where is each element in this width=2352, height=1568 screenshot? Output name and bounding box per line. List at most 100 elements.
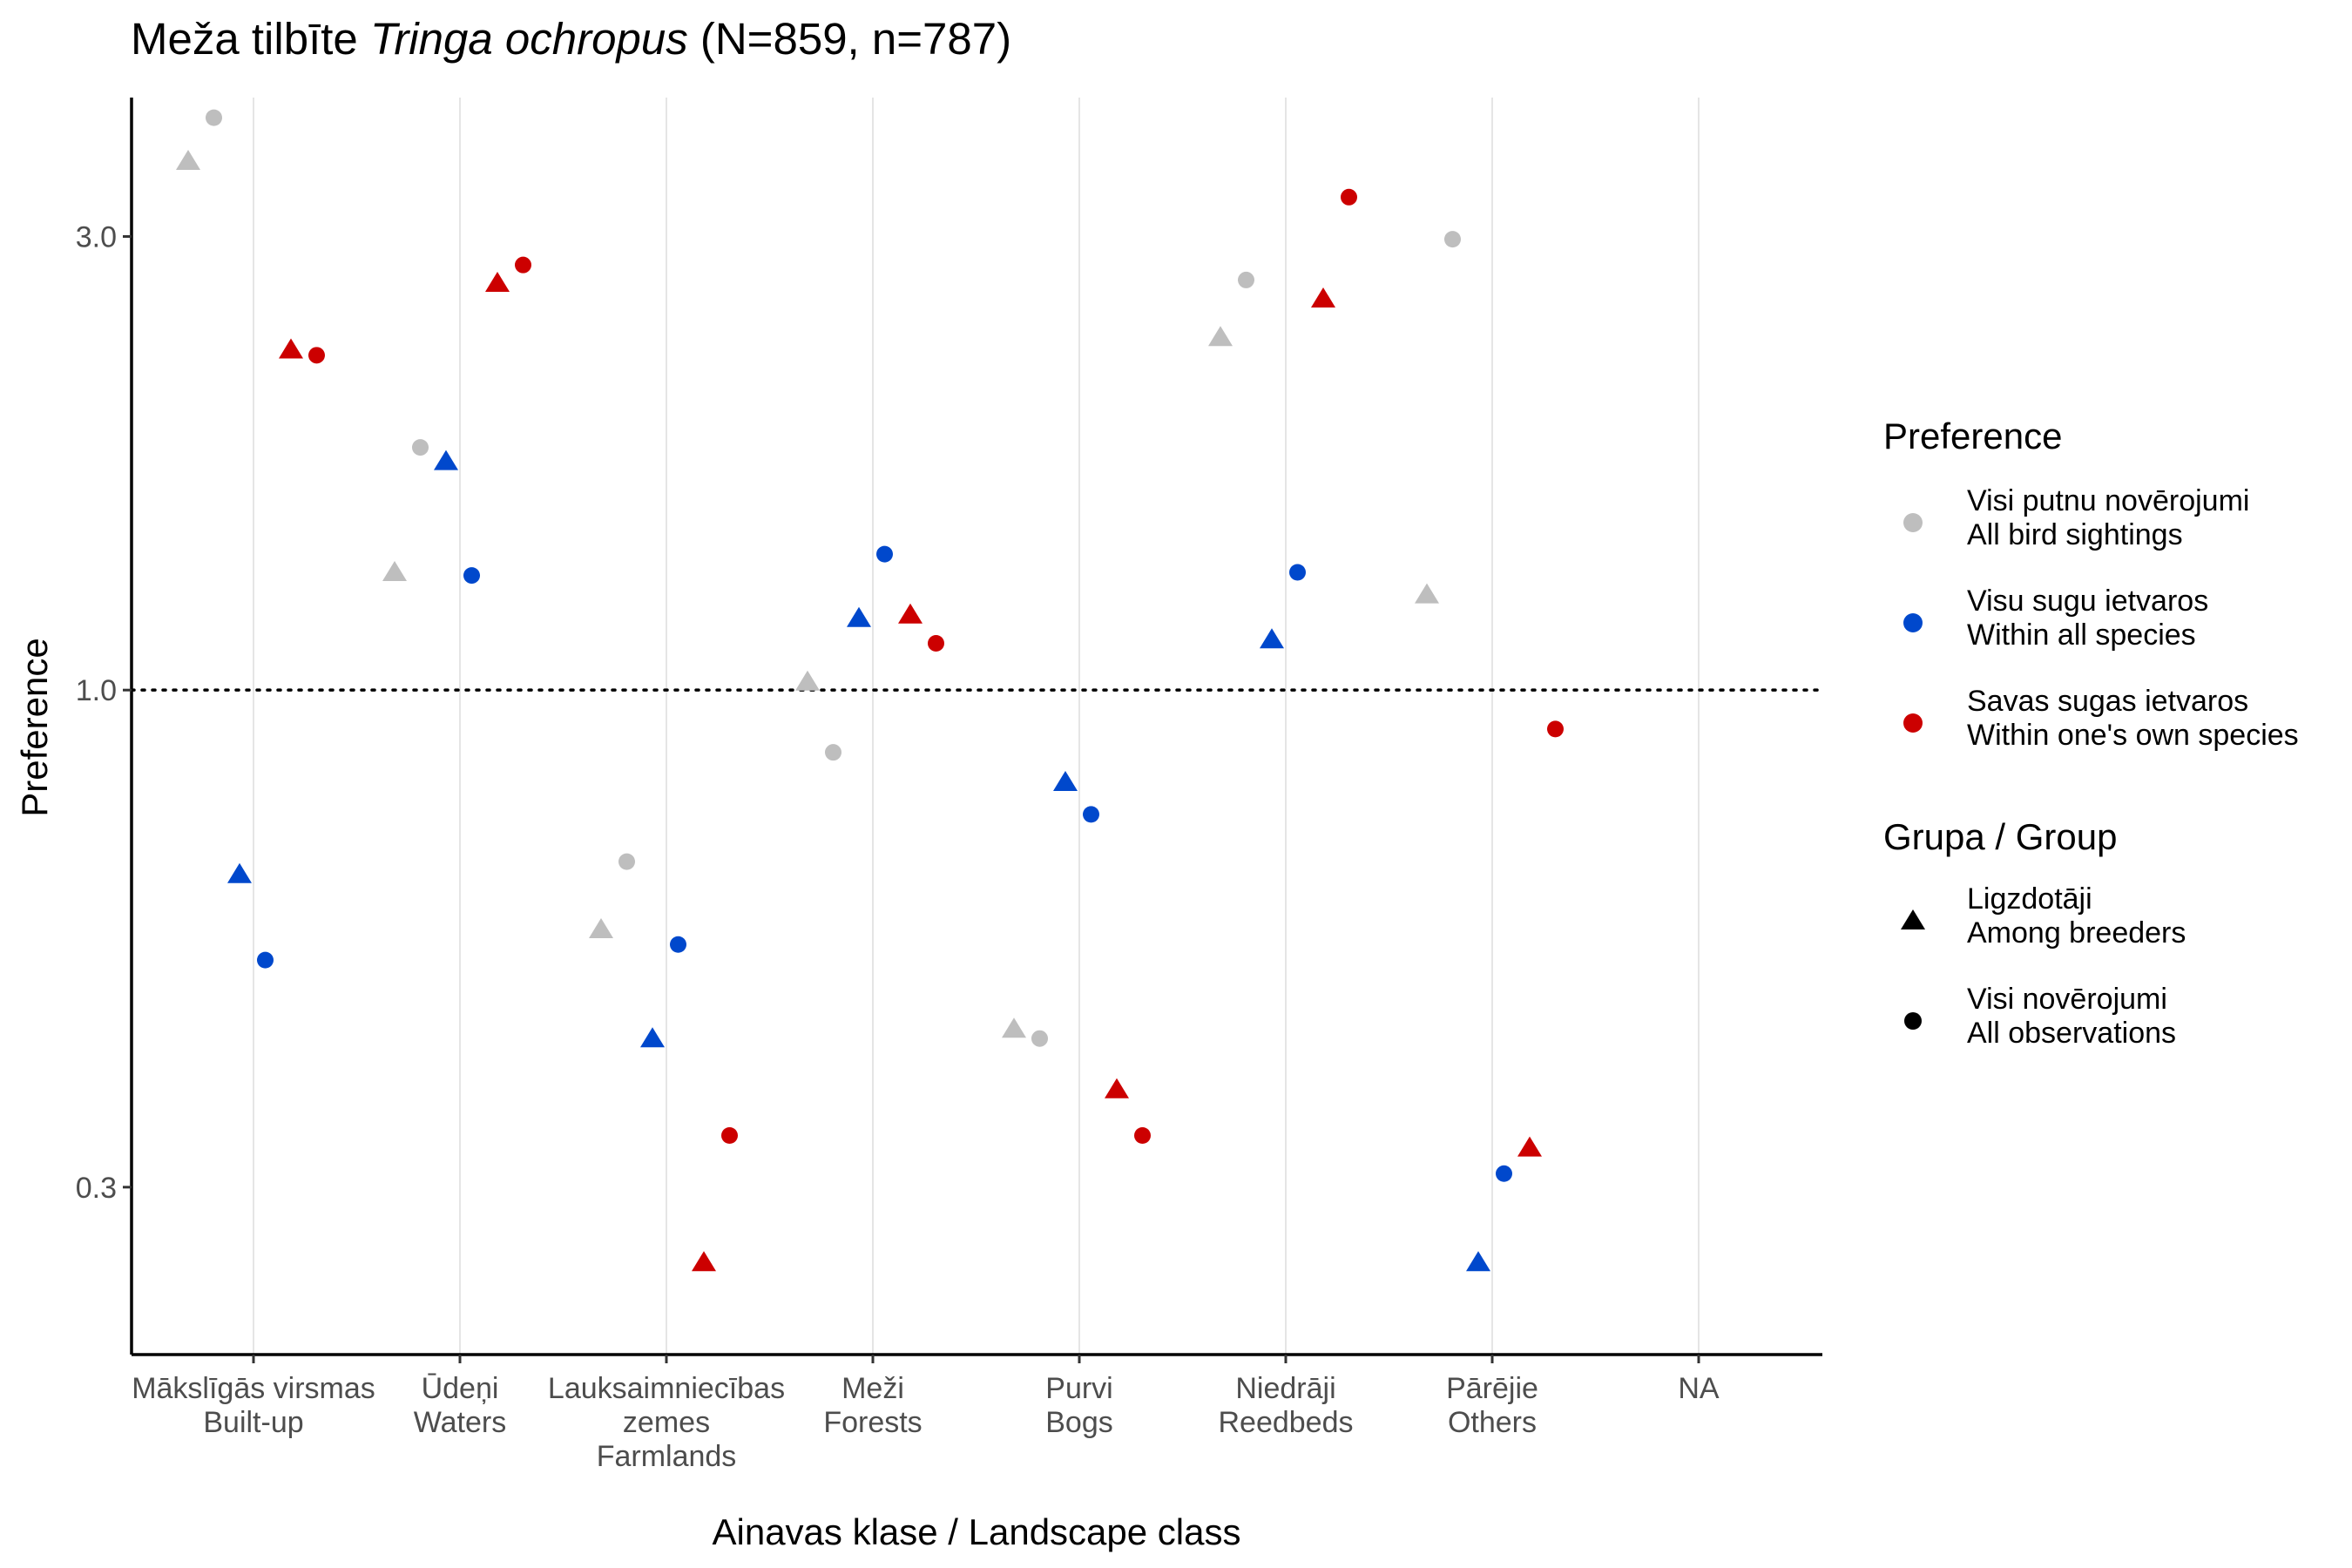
- chart-title-prefix: Meža tilbīte: [131, 14, 370, 64]
- legend-label-line: Ligzdotāji: [1967, 882, 2092, 916]
- legend-key-breeders: [1901, 909, 1925, 929]
- legend-label-line: All observations: [1967, 1017, 2176, 1050]
- point-circle: [1289, 564, 1306, 581]
- x-tick-label-line: Pārējie: [1446, 1372, 1538, 1405]
- point-triangle: [1517, 1136, 1542, 1157]
- legend-preference-title: Preference: [1883, 416, 2062, 456]
- legend-label-own: Savas sugas ietvaros Within one's own spe…: [1967, 685, 2299, 752]
- legend: Preference Visi putnu novērojumi All bird…: [1883, 416, 2299, 1050]
- x-tick-label-line: Built-up: [203, 1406, 303, 1439]
- x-tick-label-line: Lauksaimniecības: [548, 1372, 785, 1405]
- x-tick-label-line: Mākslīgās virsmas: [132, 1372, 375, 1405]
- point-triangle: [1208, 326, 1233, 347]
- point-triangle: [847, 606, 871, 627]
- x-tick-label-line: Purvi: [1045, 1372, 1112, 1405]
- point-circle: [1444, 231, 1461, 248]
- x-tick-label-line: Bogs: [1045, 1406, 1113, 1439]
- point-triangle: [1415, 583, 1439, 604]
- legend-key-within_all: [1903, 613, 1923, 632]
- x-tick-label-builtup: Mākslīgās virsmas Built-up: [132, 1372, 375, 1439]
- x-tick-label-line: Farmlands: [597, 1440, 737, 1473]
- legend-label-line: Visu sugu ietvaros: [1967, 585, 2208, 618]
- point-triangle: [1466, 1251, 1490, 1272]
- legend-label-breeders: Ligzdotāji Among breeders: [1967, 882, 2186, 950]
- y-tick-label: 0.3: [76, 1172, 117, 1205]
- point-circle: [721, 1127, 738, 1145]
- x-tick-label-others: Pārējie Others: [1446, 1372, 1538, 1439]
- x-tick-label-line: zemes: [623, 1406, 710, 1439]
- legend-preference-items: Visi putnu novērojumi All bird sightingsV…: [1903, 484, 2299, 752]
- x-tick-label-line: Others: [1448, 1406, 1537, 1439]
- point-circle: [515, 256, 531, 274]
- point-triangle: [279, 338, 303, 359]
- point-triangle: [176, 150, 200, 171]
- legend-label-line: Within one's own species: [1967, 719, 2299, 752]
- point-circle: [1031, 1030, 1048, 1047]
- point-triangle: [227, 862, 252, 883]
- x-tick-label-line: Forests: [823, 1406, 922, 1439]
- point-circle: [1238, 271, 1254, 288]
- x-tick-label-farmlands: Lauksaimniecības zemes Farmlands: [548, 1372, 785, 1473]
- point-circle: [1341, 188, 1357, 206]
- point-circle: [825, 744, 841, 761]
- x-tick-label-line: Niedrāji: [1235, 1372, 1335, 1405]
- point-circle: [1496, 1165, 1512, 1182]
- point-circle: [1134, 1127, 1151, 1145]
- legend-label-line: Visi putnu novērojumi: [1967, 484, 2249, 517]
- x-axis-title: Ainavas klase / Landscape class: [712, 1511, 1240, 1552]
- point-circle: [618, 853, 635, 870]
- point-triangle: [485, 271, 510, 292]
- point-triangle: [1053, 770, 1078, 791]
- point-circle: [928, 634, 944, 652]
- x-tick-label-reedbeds: Niedrāji Reedbeds: [1218, 1372, 1353, 1439]
- x-tick-label-na: NA: [1678, 1372, 1720, 1405]
- y-axis-title: Preference: [14, 638, 55, 816]
- point-circle: [308, 347, 325, 364]
- point-triangle: [589, 917, 613, 938]
- x-tick-label-bogs: Purvi Bogs: [1045, 1372, 1113, 1439]
- point-triangle: [1260, 628, 1284, 649]
- point-triangle: [382, 561, 407, 582]
- data-points: [176, 109, 1564, 1272]
- point-triangle: [1002, 1017, 1026, 1038]
- point-circle: [257, 951, 274, 969]
- point-circle: [206, 109, 222, 126]
- x-tick-label-line: NA: [1678, 1372, 1720, 1405]
- legend-label-line: Within all species: [1967, 618, 2196, 652]
- x-tick-label-forests: Meži Forests: [823, 1372, 922, 1439]
- point-triangle: [1105, 1078, 1129, 1098]
- point-circle: [876, 545, 893, 563]
- legend-label-line: Savas sugas ietvaros: [1967, 685, 2248, 718]
- point-triangle: [795, 670, 820, 691]
- legend-label-line: Visi novērojumi: [1967, 983, 2167, 1016]
- legend-label-all_obs: Visi novērojumi All observations: [1967, 983, 2176, 1050]
- legend-key-all_obs: [1904, 1012, 1922, 1030]
- legend-group-title: Grupa / Group: [1883, 816, 2117, 857]
- point-triangle: [692, 1251, 716, 1272]
- point-circle: [1547, 720, 1564, 738]
- y-tick-label: 1.0: [76, 674, 117, 707]
- x-tick-label-line: Reedbeds: [1218, 1406, 1353, 1439]
- legend-label-line: Among breeders: [1967, 916, 2186, 950]
- y-tick-label: 3.0: [76, 220, 117, 253]
- y-axis-ticks: 0.3 1.0 3.0: [76, 220, 132, 1205]
- x-axis-ticks: Mākslīgās virsmas Built-up Ūdeņi Waters Lauk…: [132, 1355, 1720, 1473]
- point-circle: [670, 936, 686, 953]
- x-tick-label-line: Meži: [841, 1372, 904, 1405]
- legend-key-own: [1903, 713, 1923, 733]
- point-circle: [412, 439, 429, 456]
- chart-title: Meža tilbīte Tringa ochropus (N=859, n=7…: [131, 14, 1011, 64]
- legend-label-within_all: Visu sugu ietvaros Within all species: [1967, 585, 2208, 652]
- legend-label-all_bird: Visi putnu novērojumi All bird sightings: [1967, 484, 2249, 551]
- legend-key-all_bird: [1903, 513, 1923, 532]
- x-tick-label-line: Ūdeņi: [422, 1372, 499, 1405]
- point-triangle: [898, 603, 923, 624]
- chart-title-species: Tringa ochropus: [370, 14, 688, 64]
- point-circle: [463, 567, 480, 585]
- point-circle: [1083, 806, 1099, 823]
- legend-label-line: All bird sightings: [1967, 518, 2183, 551]
- point-triangle: [1311, 287, 1335, 308]
- chart-title-suffix: (N=859, n=787): [688, 14, 1011, 64]
